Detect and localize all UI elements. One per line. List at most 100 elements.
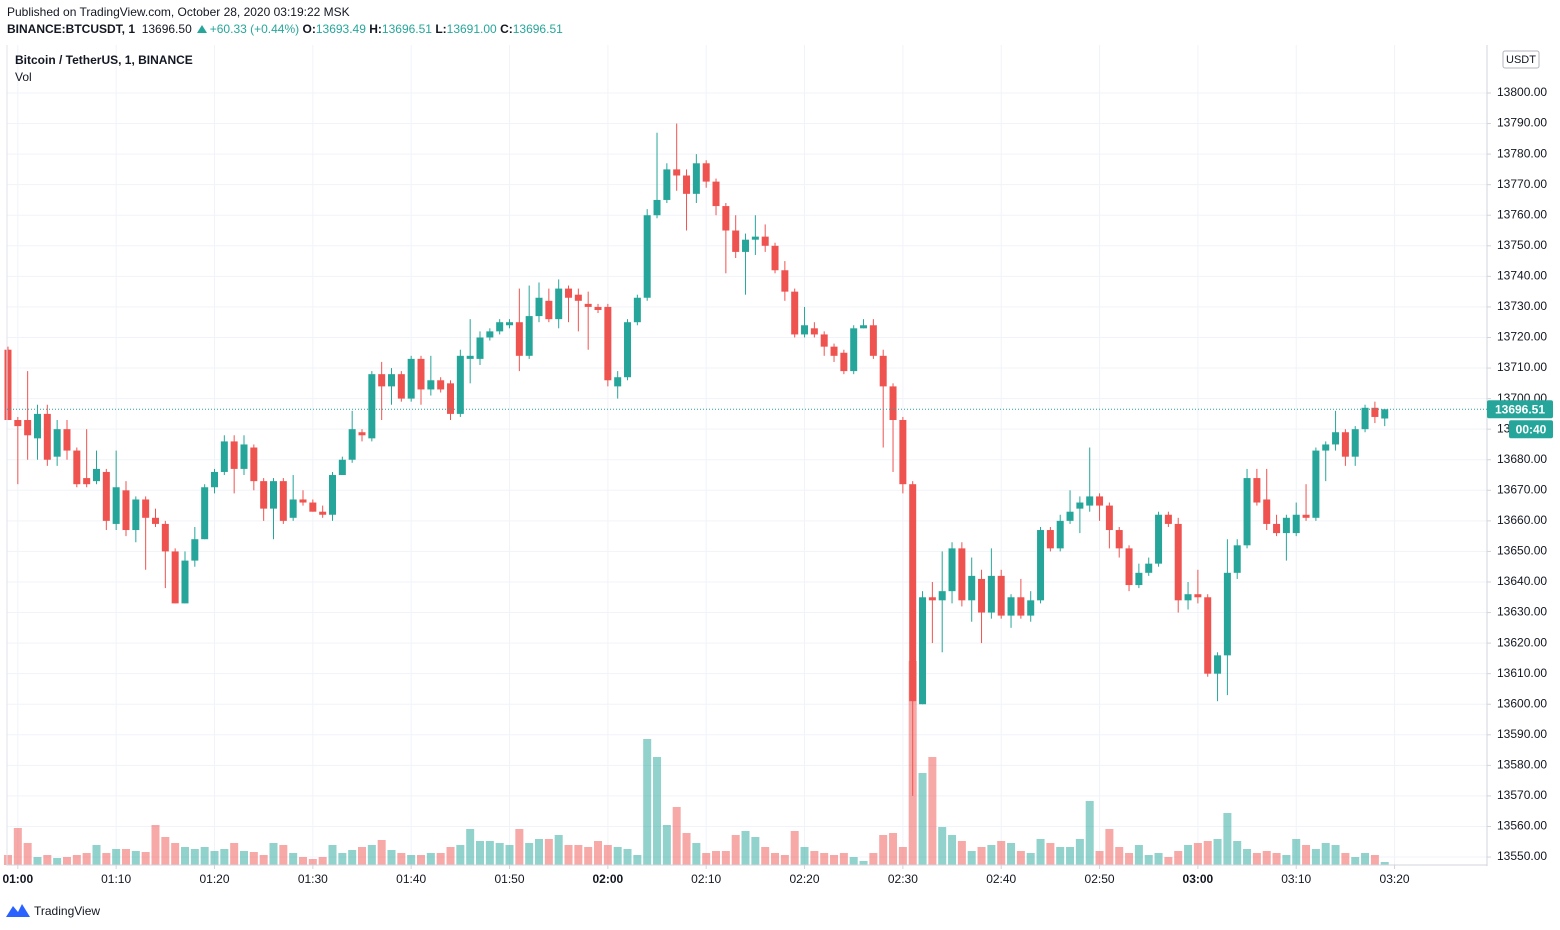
candle-body — [1174, 523, 1182, 601]
candle-body — [210, 471, 218, 488]
candle-body — [909, 484, 917, 702]
logo-text: TradingView — [34, 904, 100, 918]
volume-bar — [800, 847, 809, 865]
candle-body — [948, 548, 956, 592]
candle-body — [938, 591, 946, 601]
volume-bar — [338, 853, 347, 865]
candle-body — [151, 517, 159, 524]
volume-bar — [397, 853, 406, 865]
candle-body — [397, 374, 405, 399]
currency-box — [1502, 50, 1540, 69]
logo: TradingView — [6, 904, 100, 918]
volume-bar — [121, 849, 130, 865]
volume-bar — [1016, 851, 1025, 865]
volume-bar — [967, 851, 976, 865]
volume-bar — [574, 845, 583, 865]
candle-body — [142, 499, 150, 518]
ohlc-value: 13696.51 — [381, 22, 432, 36]
candle-body — [220, 441, 228, 472]
volume-bar — [1331, 845, 1340, 865]
volume-bar — [171, 843, 180, 865]
ohlc-value: 13691.00 — [446, 22, 497, 36]
candle-body — [358, 432, 366, 436]
volume-bar — [318, 857, 327, 865]
candle-body — [810, 328, 818, 335]
candle-body — [633, 297, 641, 323]
candle-body — [1292, 514, 1300, 534]
volume-bar — [810, 851, 819, 865]
volume-bar — [377, 840, 386, 865]
ohlc-label: L: — [435, 22, 447, 36]
candle-body — [1145, 563, 1153, 573]
volume-bar — [161, 837, 170, 865]
volume-bar — [72, 855, 81, 865]
ohlc-label: H: — [369, 22, 382, 36]
volume-bar — [1203, 841, 1212, 865]
candle-body — [112, 487, 120, 524]
candle-body — [869, 325, 877, 356]
y-tick-label: 13550.00 — [1497, 849, 1547, 863]
candle-body — [230, 441, 238, 469]
candle-body — [771, 245, 779, 271]
candle-body — [555, 288, 563, 320]
candle-body — [761, 236, 769, 246]
candle-body — [506, 322, 514, 326]
grid — [7, 45, 1487, 865]
volume-bar — [82, 853, 91, 865]
candle-body — [269, 481, 277, 509]
volume-bar — [23, 843, 32, 865]
candle-body — [1017, 597, 1025, 616]
ohlc-label: O: — [302, 22, 316, 36]
candle-body — [1253, 478, 1261, 503]
candle-body — [751, 236, 759, 240]
volume-bar — [476, 841, 485, 865]
y-tick-label: 13760.00 — [1497, 207, 1547, 221]
volume-bar — [1351, 857, 1360, 865]
volume-layer — [3, 661, 1389, 865]
volume-bar — [928, 757, 937, 865]
candle-body — [712, 181, 720, 207]
candle-body — [63, 429, 71, 451]
candle-body — [604, 306, 612, 381]
candle-body — [427, 380, 435, 390]
y-tick-label: 13770.00 — [1497, 177, 1547, 191]
candle-body — [388, 374, 396, 387]
candle-body — [840, 352, 848, 372]
candle-body — [1332, 432, 1340, 445]
currency: USDT — [1506, 54, 1536, 66]
candle-body — [1184, 594, 1192, 601]
y-tick-label: 13740.00 — [1497, 269, 1547, 283]
y-tick-label: 13640.00 — [1497, 574, 1547, 588]
candle-body — [132, 499, 140, 531]
volume-bar — [466, 829, 475, 865]
volume-bar — [692, 843, 701, 865]
countdown: 00:40 — [1516, 422, 1547, 436]
volume-bar — [269, 843, 278, 865]
candle-body — [83, 478, 91, 485]
candle-body — [889, 386, 897, 421]
ohlc-value: 13696.51 — [512, 22, 563, 36]
symbol: BINANCE:BTCUSDT, 1 — [7, 22, 136, 36]
x-tick-label: 03:20 — [1380, 872, 1410, 886]
volume-bar — [1066, 847, 1075, 865]
volume-bar — [535, 839, 544, 865]
y-tick-label: 13610.00 — [1497, 666, 1547, 680]
candle-body — [545, 300, 553, 320]
candle-body — [240, 444, 248, 469]
candle-body — [1381, 409, 1389, 419]
volume-bar — [426, 853, 435, 865]
volume-bar — [1085, 801, 1094, 865]
volume-bar — [1302, 845, 1311, 865]
volume-bar — [13, 828, 22, 865]
volume-bar — [1272, 853, 1281, 865]
change: +60.33 (+0.44%) — [209, 22, 300, 36]
volume-bar — [849, 857, 858, 865]
candle-body — [73, 450, 81, 485]
candle-body — [191, 539, 199, 561]
volume-bar — [997, 841, 1006, 865]
candle-body — [1066, 511, 1074, 521]
last-price-tag — [1487, 400, 1553, 419]
candle-body — [978, 578, 986, 613]
candle-body — [319, 511, 327, 515]
